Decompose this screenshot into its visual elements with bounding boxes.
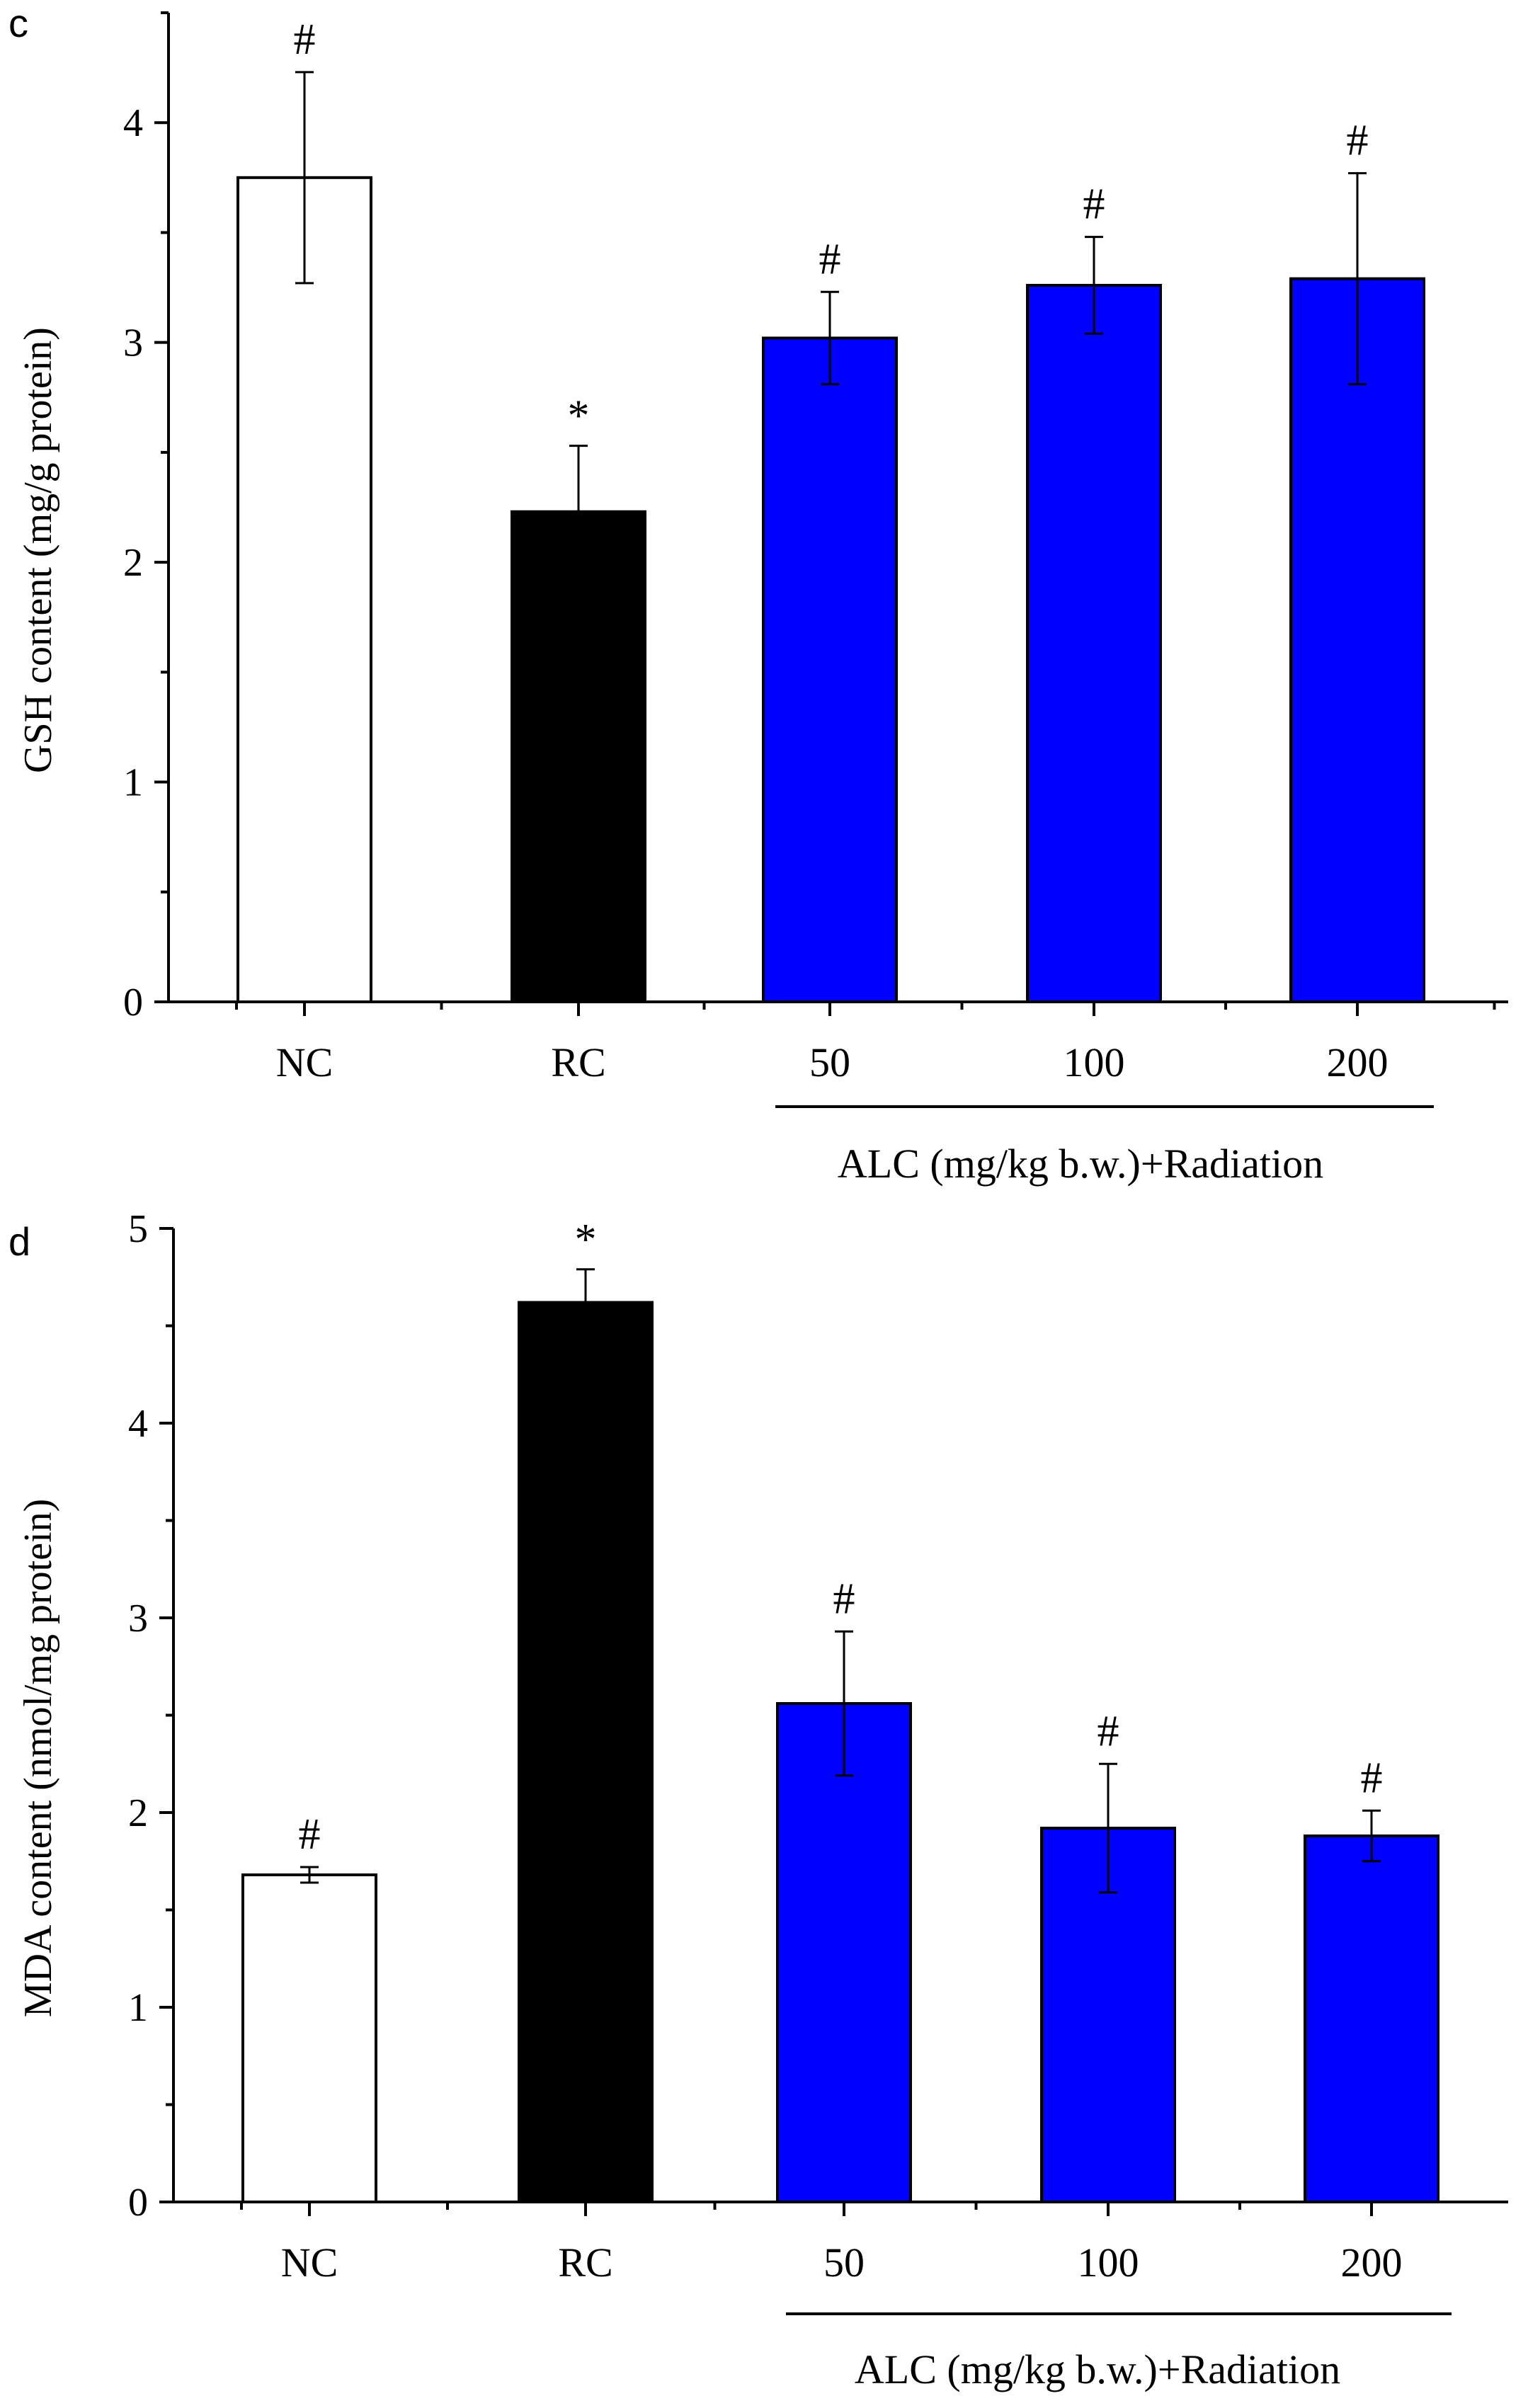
y-tick-label: 0 <box>123 981 143 1025</box>
significance-hash: # <box>299 1810 321 1859</box>
x-tick-label: 100 <box>1078 2239 1139 2286</box>
y-tick-label: 3 <box>123 321 143 365</box>
x-tick-label: 50 <box>809 1039 850 1085</box>
bar-200 <box>1304 1834 1439 2203</box>
y-tick-label: 4 <box>128 1402 148 1446</box>
x-tick-label: NC <box>276 1039 333 1085</box>
significance-star: * <box>568 392 590 440</box>
significance-hash: # <box>1083 181 1105 229</box>
y-tick-label: 3 <box>128 1597 148 1640</box>
panel-letter: c <box>8 1 28 45</box>
y-axis-label: GSH content (mg/g protein) <box>16 327 60 773</box>
y-tick-label: 5 <box>128 1207 148 1251</box>
bar-50 <box>776 1702 912 2203</box>
bar-100 <box>1026 283 1162 1003</box>
x-tick-label: RC <box>558 2239 612 2286</box>
bar-200 <box>1289 277 1425 1004</box>
significance-star: * <box>575 1216 597 1264</box>
x-tick-label: 200 <box>1327 1039 1389 1085</box>
panel-d: d MDA content (nmol/mg protein) ALC (mg/… <box>8 1207 1508 2392</box>
x-tick-label: RC <box>551 1039 605 1085</box>
x-tick-label: 100 <box>1064 1039 1125 1085</box>
significance-hash: # <box>819 235 841 283</box>
significance-hash: # <box>833 1575 855 1623</box>
x-group-label: ALC (mg/kg b.w.)+Radiation <box>855 2346 1340 2392</box>
significance-hash: # <box>294 16 316 64</box>
y-tick-label: 2 <box>128 1791 148 1835</box>
y-axis-label: MDA content (nmol/mg protein) <box>16 1499 60 2018</box>
y-tick-label: 1 <box>128 1986 148 2030</box>
y-tick-label: 4 <box>123 101 143 145</box>
significance-hash: # <box>1097 1707 1119 1755</box>
bar-RC <box>518 1301 654 2203</box>
x-group-label: ALC (mg/kg b.w.)+Radiation <box>838 1141 1323 1187</box>
y-tick-label: 0 <box>128 2181 148 2225</box>
bar-RC <box>511 510 646 1003</box>
significance-hash: # <box>1347 117 1369 165</box>
x-tick-label: 200 <box>1341 2239 1403 2286</box>
bar-50 <box>762 336 898 1003</box>
y-tick-label: 2 <box>123 541 143 585</box>
panel-c: c GSH content (mg/g protein) ALC (mg/kg … <box>8 1 1508 1187</box>
bar-NC <box>241 1873 377 2203</box>
significance-hash: # <box>1361 1754 1383 1802</box>
y-tick-label: 1 <box>123 761 143 805</box>
x-tick-label: NC <box>281 2239 338 2286</box>
x-tick-label: 50 <box>823 2239 865 2286</box>
panel-letter: d <box>8 1219 30 1264</box>
bar-NC <box>236 176 372 1003</box>
